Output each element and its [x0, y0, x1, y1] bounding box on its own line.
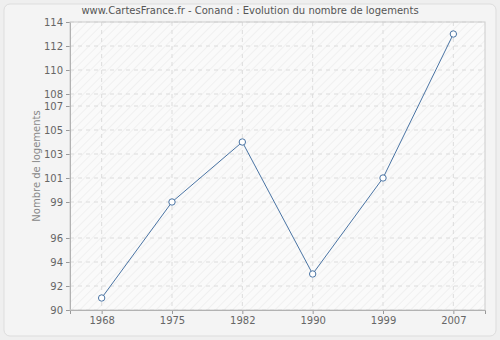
grid	[70, 22, 485, 310]
grid-line	[70, 286, 485, 287]
tick-mark	[66, 70, 70, 71]
tick: 1982	[230, 310, 255, 326]
tick-mark	[453, 310, 454, 314]
tick-label: 108	[44, 89, 63, 100]
y-axis-title: Nombre de logements	[31, 110, 42, 221]
panel	[4, 4, 496, 336]
plot-area	[70, 22, 485, 310]
grid-line	[70, 178, 485, 179]
tick-mark	[102, 310, 103, 314]
tick: 1999	[371, 310, 396, 326]
marker	[380, 175, 386, 181]
tick-mark	[66, 238, 70, 239]
tick-label: 1968	[89, 315, 114, 326]
tick-mark	[66, 178, 70, 179]
tick-label: 92	[50, 281, 63, 292]
grid-line	[312, 22, 313, 310]
tick: 1990	[300, 310, 325, 326]
tick-label: 110	[44, 65, 63, 76]
line	[102, 34, 454, 298]
tick: 107	[44, 101, 70, 112]
grid-line	[70, 106, 485, 107]
axis-line	[71, 311, 486, 315]
chart: 9092949699101103105107108110112114196819…	[0, 0, 500, 340]
tick-mark	[172, 310, 173, 314]
tick-mark	[66, 130, 70, 131]
tick-label: 107	[44, 101, 63, 112]
tick-label: 101	[44, 173, 63, 184]
y-axis: 90 92 94 96 99 101 103 105 107108 110 112 114	[44, 17, 71, 316]
tick-label: 112	[44, 41, 63, 52]
grid-line	[70, 94, 485, 95]
tick: 92	[50, 281, 70, 292]
tick: 90	[50, 305, 70, 316]
grid-line	[70, 70, 485, 71]
tick-mark	[66, 202, 70, 203]
tick-mark	[66, 46, 70, 47]
tick-label: 99	[50, 197, 63, 208]
tick: 96	[50, 233, 70, 244]
tick-label: 1999	[371, 315, 396, 326]
grid-line	[70, 202, 485, 203]
title: www.CartesFrance.fr - Conand : Evolution…	[81, 5, 418, 16]
grid-line	[70, 46, 485, 47]
plot: 9092949699101103105107108110112114196819…	[44, 17, 486, 326]
marker	[450, 31, 456, 37]
tick: 112	[44, 41, 70, 52]
grid-line	[70, 262, 485, 263]
tick-label: 1975	[160, 315, 185, 326]
tick-mark	[66, 22, 70, 23]
tick: 108	[44, 89, 70, 100]
tick: 99	[50, 197, 70, 208]
tick: 94	[50, 257, 70, 268]
tick-label: 94	[50, 257, 63, 268]
tick-label: 103	[44, 149, 63, 160]
tick-label: 1990	[300, 315, 325, 326]
background	[0, 0, 500, 340]
tick-label: 114	[44, 17, 63, 28]
grid-line	[101, 22, 102, 310]
grid-line	[171, 22, 172, 310]
tick-mark	[383, 310, 384, 314]
grid-line	[70, 238, 485, 239]
series	[98, 31, 456, 301]
marker	[169, 199, 175, 205]
tick-mark	[66, 106, 70, 107]
grid-line	[70, 130, 485, 131]
tick-label: 90	[50, 305, 63, 316]
tick: 110	[44, 65, 70, 76]
marker	[309, 271, 315, 277]
tick-label: 96	[50, 233, 63, 244]
tick: 2007	[441, 310, 466, 326]
tick: 103	[44, 149, 70, 160]
tick-label: 105	[44, 125, 63, 136]
tick-label: 1982	[230, 315, 255, 326]
grid-line	[453, 22, 454, 310]
grid-line	[70, 154, 485, 155]
tick-mark	[313, 310, 314, 314]
tick: 114	[44, 17, 70, 28]
marker	[239, 139, 245, 145]
grid-line	[242, 22, 243, 310]
tick-mark	[66, 262, 70, 263]
tick-mark	[66, 310, 70, 311]
tick-mark	[66, 154, 70, 155]
tick: 1968	[89, 310, 114, 326]
tick: 1975	[160, 310, 185, 326]
tick-mark	[66, 94, 70, 95]
grid-line	[383, 22, 384, 310]
marker	[98, 295, 104, 301]
tick-mark	[66, 286, 70, 287]
plot-frame	[70, 22, 485, 310]
tick-label: 2007	[441, 315, 466, 326]
x-axis: 1968 1975 1982 1990 1999 2007	[71, 310, 486, 326]
tick: 101	[44, 173, 70, 184]
tick: 105	[44, 125, 70, 136]
tick-mark	[242, 310, 243, 314]
